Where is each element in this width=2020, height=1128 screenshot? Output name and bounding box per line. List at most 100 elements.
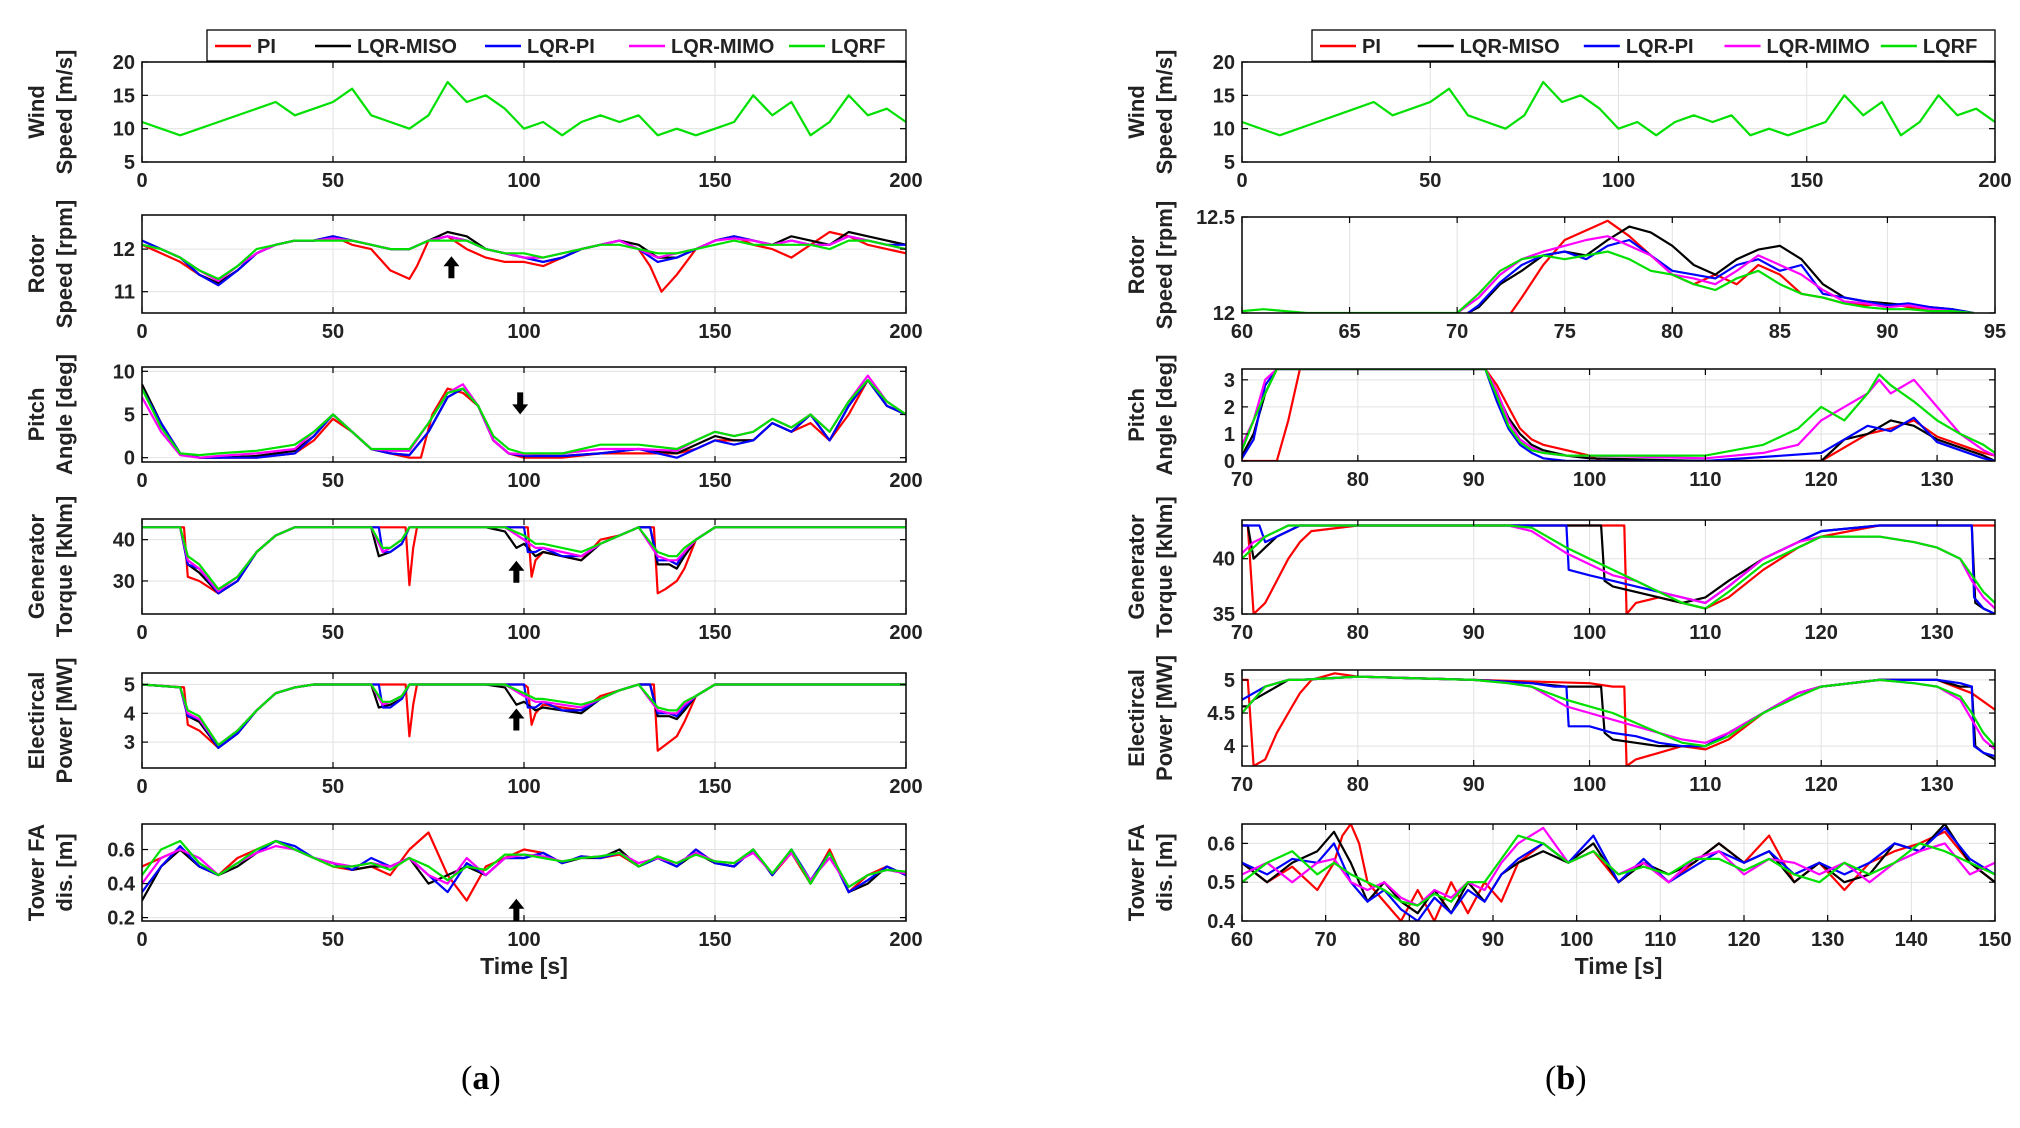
x-tick-label: 80 [1661, 321, 1683, 343]
y-tick-label: 12 [113, 239, 135, 261]
series-line-lqrf [1242, 834, 1995, 907]
series-line-lqrf [142, 80, 906, 137]
x-tick-label: 50 [322, 321, 344, 343]
x-tick-label: 0 [136, 776, 147, 798]
x-tick-label: 150 [698, 170, 731, 192]
series-line-pi [1242, 524, 1995, 614]
y-tick-label: 1 [1224, 424, 1235, 446]
series-line-lqr-miso [1467, 225, 1974, 313]
series-group [142, 831, 906, 902]
caption-b-letter: b [1556, 1060, 1576, 1097]
legend-label-pi: PI [257, 36, 276, 58]
y-tick-label: 2 [1224, 397, 1235, 419]
x-tick-label: 80 [1347, 774, 1369, 796]
y-axis-label: Pitch [1124, 388, 1149, 442]
subplot-rotor: 60 65 70 75 80 85 90 95 12 12.5 Rotor Speed [rpm] [1124, 201, 2006, 343]
y-tick-label: 0.4 [1207, 911, 1236, 933]
x-tick-label: 100 [1602, 170, 1635, 192]
x-tick-label: 0 [136, 622, 147, 644]
series-line-lqrf [1242, 250, 1974, 313]
y-axis-label: dis. [m] [52, 833, 77, 911]
x-tick-label: 80 [1347, 469, 1369, 491]
y-axis-label: Pitch [24, 388, 49, 442]
y-tick-label: 5 [1224, 152, 1235, 174]
y-axis-label: Power [MW] [52, 658, 77, 784]
x-tick-label: 50 [322, 622, 344, 644]
axes-box [1241, 823, 1996, 922]
series-group [1242, 824, 1995, 921]
legend-label-pi: PI [1362, 36, 1381, 58]
y-tick-label: 5 [1224, 670, 1235, 692]
legend-label-lqrf: LQRF [831, 36, 885, 58]
y-axis-label: Speed [m/s] [1152, 50, 1177, 175]
series-group [142, 374, 906, 459]
x-tick-label: 100 [1560, 929, 1593, 951]
y-axis-label: Speed [m/s] [52, 50, 77, 175]
y-tick-label: 4 [1224, 736, 1236, 758]
y-tick-label: 0 [1224, 451, 1235, 473]
x-tick-label: 150 [1790, 170, 1823, 192]
x-tick-label: 50 [322, 929, 344, 951]
x-tick-label: 90 [1463, 774, 1485, 796]
y-tick-label: 3 [1224, 370, 1235, 392]
x-tick-label: 0 [1236, 170, 1247, 192]
x-tick-label: 50 [322, 776, 344, 798]
subplot-tower: 60 70 80 90 100 110 120 130 140 150 0.4 0.5 0.6 Tower… [1124, 823, 2012, 979]
x-tick-label: 200 [889, 470, 922, 492]
y-tick-label: 10 [113, 361, 135, 383]
x-tick-label: 110 [1689, 774, 1721, 796]
x-tick-label: 100 [507, 470, 540, 492]
y-tick-label: 35 [1213, 604, 1235, 626]
series-group [1242, 524, 1995, 614]
y-tick-label: 11 [114, 282, 135, 304]
y-axis-label: Rotor [24, 234, 49, 293]
y-axis-label: Angle [deg] [52, 354, 77, 475]
series-line-lqrf [1242, 80, 1995, 137]
legend-label-lqr-mimo: LQR-MIMO [1767, 36, 1870, 58]
series-line-lqr-mimo [142, 235, 906, 283]
x-tick-label: 85 [1769, 321, 1791, 343]
y-axis-label: Tower FA [24, 824, 49, 921]
x-tick-label: 110 [1689, 469, 1721, 491]
y-tick-label: 12 [1213, 303, 1235, 325]
y-tick-label: 5 [124, 152, 135, 174]
series-group [1242, 369, 1995, 461]
axes-box [1241, 669, 1996, 767]
series-line-lqrf [142, 378, 906, 457]
x-tick-label: 70 [1231, 622, 1253, 644]
y-tick-label: 15 [1213, 85, 1235, 107]
series-line-lqrf [142, 683, 906, 747]
legend-label-lqr-pi: LQR-PI [1626, 36, 1694, 58]
x-tick-label: 90 [1482, 929, 1504, 951]
subplot-pitch: 0 50 100 150 200 0 5 10 Pitch Angle [deg] [24, 354, 923, 492]
series-group [142, 80, 906, 137]
legend: PI LQR-MISO LQR-PI LQR-MIMO LQRF [206, 29, 907, 62]
y-axis-label: Power [MW] [1152, 655, 1177, 781]
y-tick-label: 4 [124, 703, 136, 725]
series-group [1242, 80, 1995, 137]
annotation-arrow-up [508, 560, 525, 583]
x-tick-label: 130 [1920, 469, 1953, 491]
y-axis-label: Speed [rpm] [1152, 201, 1177, 329]
y-tick-label: 0.6 [1207, 833, 1235, 855]
axes-box [1241, 519, 1996, 615]
legend: PI LQR-MISO LQR-PI LQR-MIMO LQRF [1311, 29, 1996, 62]
y-axis-label: Rotor [1124, 235, 1149, 294]
x-tick-label: 75 [1554, 321, 1576, 343]
series-line-lqr-miso [1242, 675, 1995, 761]
x-tick-label: 120 [1805, 622, 1838, 644]
x-tick-label: 50 [1419, 170, 1441, 192]
x-tick-label: 100 [507, 321, 540, 343]
annotation-arrow-up [443, 256, 460, 279]
x-tick-label: 120 [1727, 929, 1760, 951]
legend-label-lqr-mimo: LQR-MIMO [671, 36, 774, 58]
x-axis-label: Time [s] [480, 953, 568, 979]
series-line-lqrf [142, 526, 906, 591]
caption-b: (b) [1545, 1060, 1587, 1097]
x-tick-label: 150 [698, 622, 731, 644]
legend-label-lqr-pi: LQR-PI [527, 36, 595, 58]
x-tick-label: 80 [1398, 929, 1420, 951]
y-axis-label: Wind [1124, 85, 1149, 139]
